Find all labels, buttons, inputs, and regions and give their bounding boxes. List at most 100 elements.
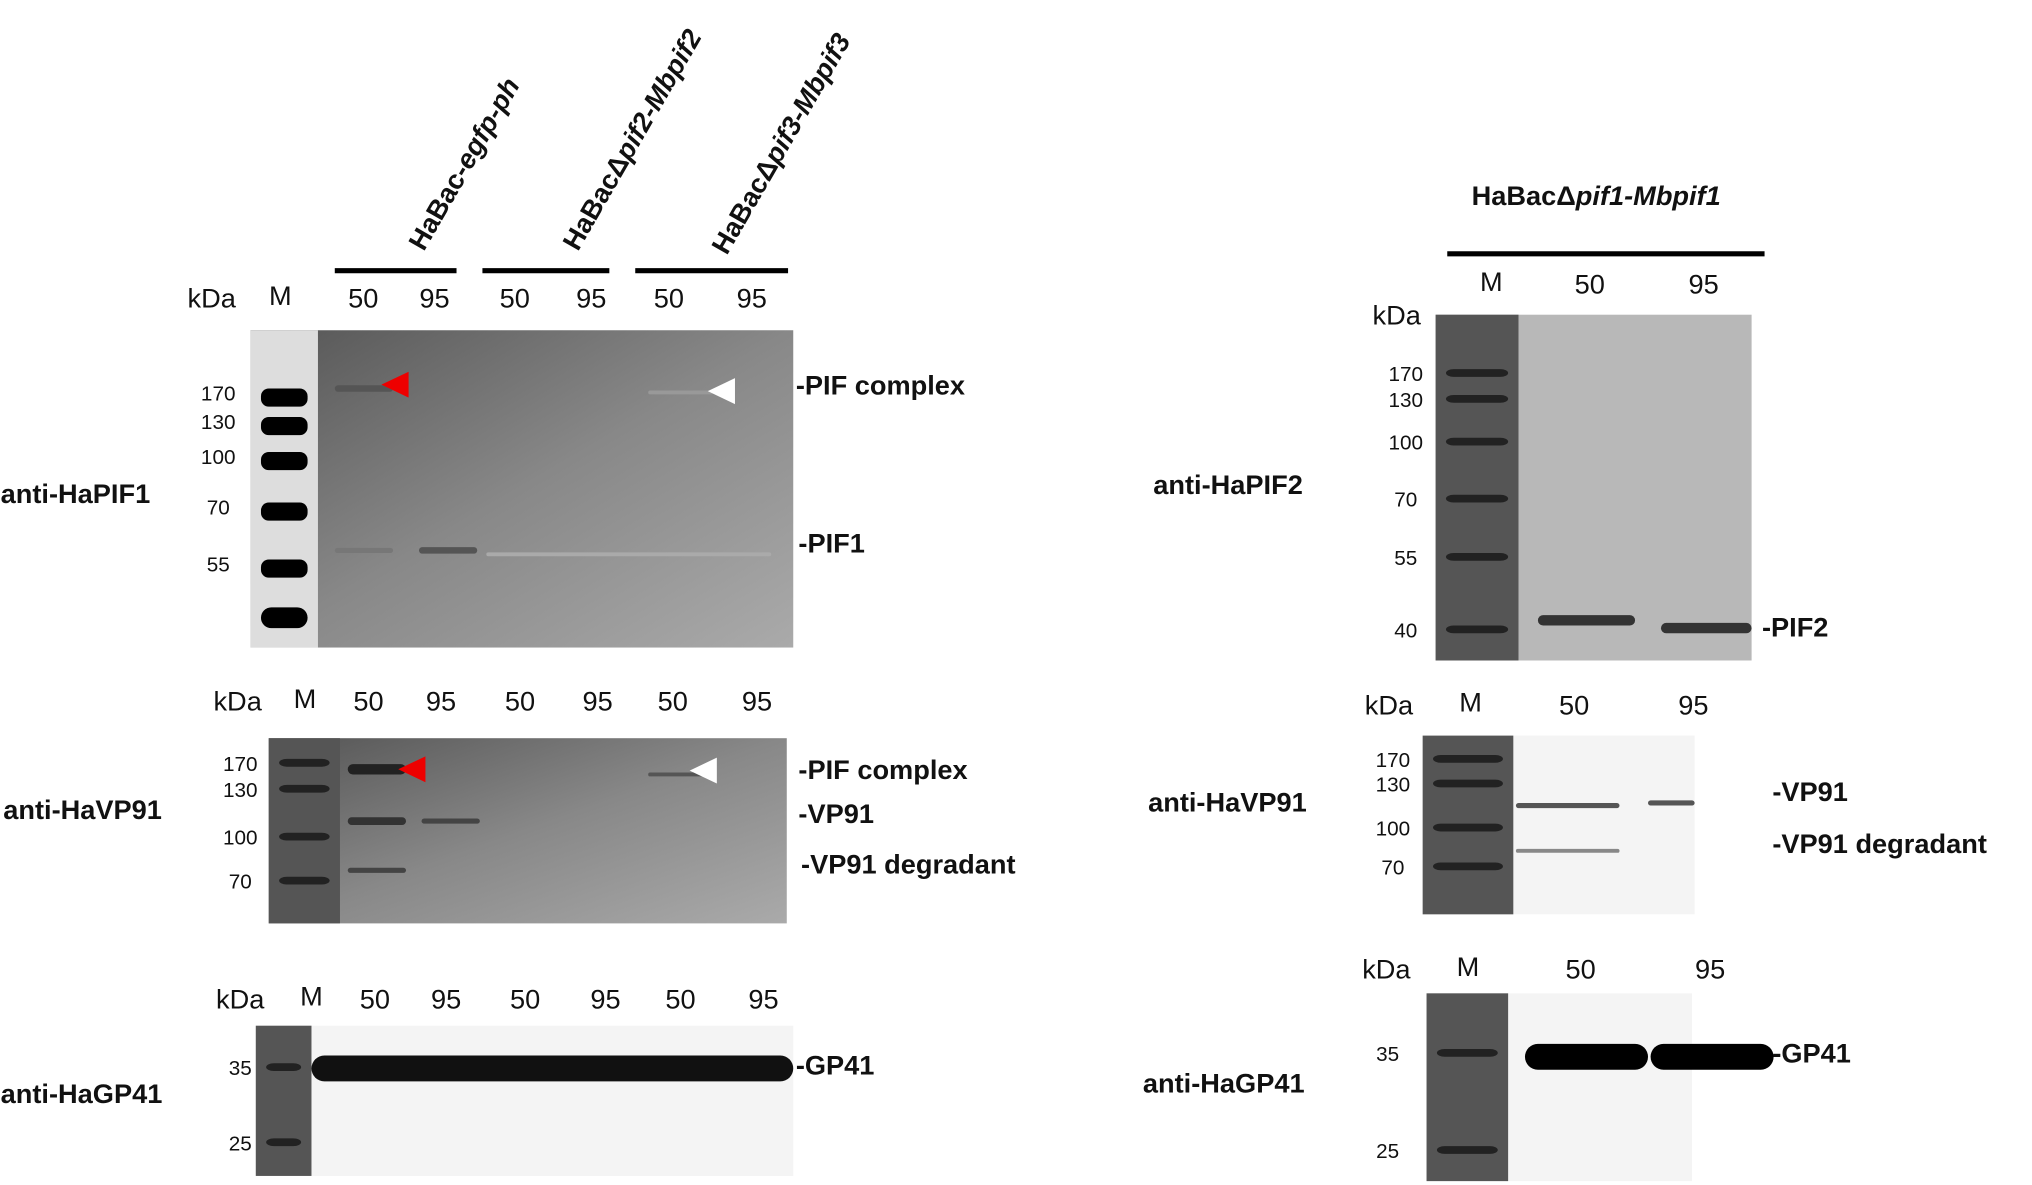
header-italic: egfp-ph: [449, 72, 526, 174]
band-label: -VP91: [798, 798, 874, 829]
band: [648, 772, 707, 777]
header-prefix: HaBacΔ: [1472, 180, 1576, 211]
mw-label: 55: [1394, 547, 1417, 570]
ladder-band: [1436, 1049, 1498, 1057]
mw-label: 25: [1376, 1140, 1399, 1163]
band-label: -PIF1: [798, 527, 864, 558]
ladder-band: [1445, 625, 1509, 634]
ladder-band: [1433, 779, 1503, 788]
kda-label: kDa: [188, 283, 237, 314]
band-label: -PIF complex: [798, 754, 967, 785]
antibody-label: anti-HaGP41: [1143, 1067, 1305, 1098]
header-prefix: HaBacΔ: [556, 150, 635, 256]
lane-label: 50: [360, 983, 390, 1014]
ladder-band: [279, 832, 330, 841]
arrowhead: [398, 756, 426, 783]
mw-label: 130: [201, 411, 236, 434]
band: [334, 385, 394, 392]
ladder-band: [260, 607, 308, 629]
header-label: HaBac-egfp-ph: [402, 72, 526, 255]
header-prefix: HaBacΔ: [705, 153, 784, 259]
mw-label: 40: [1394, 619, 1417, 642]
mw-label: 70: [1394, 489, 1417, 512]
band: [418, 547, 478, 554]
antibody-label: anti-HaGP41: [1, 1078, 163, 1109]
mw-label: 170: [1376, 749, 1411, 772]
marker-label: M: [269, 280, 292, 311]
ladder-band: [266, 1063, 302, 1072]
marker-label: M: [1457, 951, 1480, 982]
ladder-band: [1433, 823, 1503, 832]
antibody-label: anti-HaPIF1: [1, 478, 151, 509]
lane-label: 50: [1559, 689, 1589, 720]
ladder-band: [1436, 1146, 1498, 1154]
ladder-band: [1433, 755, 1503, 763]
header-label: HaBacΔpif1-Mbpif1: [1472, 180, 1721, 211]
lane-label: 50: [1566, 953, 1596, 984]
band-label: -VP91 degradant: [801, 849, 1016, 880]
marker-lane: [250, 330, 318, 648]
band: [1515, 848, 1620, 853]
mw-label: 170: [201, 382, 236, 405]
lane-group-bars: [334, 251, 1765, 274]
lane-label: 95: [742, 685, 772, 716]
lane-label: 50: [1575, 268, 1605, 299]
header-prefix: HaBac-: [402, 159, 476, 256]
mw-label: 70: [207, 496, 230, 519]
band-label: -GP41: [796, 1049, 875, 1080]
lane-label: 95: [737, 283, 767, 314]
header-italic: pif3-Mbpif3: [757, 28, 857, 170]
lane-label: 50: [348, 283, 378, 314]
ladder-band: [1445, 369, 1509, 377]
lane-label: 50: [658, 685, 688, 716]
marker-lane: [255, 1025, 312, 1176]
ladder-band: [1445, 553, 1509, 561]
band-label: -VP91: [1772, 776, 1848, 807]
marker-label: M: [300, 981, 323, 1012]
lane-label: 95: [1689, 268, 1719, 299]
band: [486, 552, 772, 557]
antibody-label: anti-HaPIF2: [1153, 469, 1303, 500]
blot: [255, 1025, 794, 1176]
ladder-band: [266, 1138, 302, 1147]
lane-label: 50: [500, 283, 530, 314]
band: [347, 764, 407, 775]
band-label: -PIF complex: [796, 369, 965, 400]
mw-label: 170: [1389, 363, 1424, 386]
ladder-band: [1445, 437, 1509, 446]
marker-label: M: [1459, 687, 1482, 718]
ladder-band: [1433, 862, 1503, 871]
band: [347, 817, 407, 825]
ladder-band: [279, 758, 330, 767]
lane-label: 95: [1695, 953, 1725, 984]
lane-label: 50: [654, 283, 684, 314]
mw-label: 25: [229, 1132, 252, 1155]
band: [1524, 1043, 1648, 1070]
band: [421, 818, 480, 824]
mw-label: 55: [207, 553, 230, 576]
lane-label: 95: [419, 283, 449, 314]
mw-label: 35: [229, 1057, 252, 1080]
kda-label: kDa: [1373, 299, 1422, 330]
arrowhead: [707, 378, 735, 405]
ladder-band: [260, 559, 308, 578]
kda-label: kDa: [213, 685, 262, 716]
lane-label: 50: [510, 983, 540, 1014]
ladder-band: [1445, 395, 1509, 403]
kda-label: kDa: [1365, 689, 1414, 720]
arrowhead: [689, 757, 717, 784]
kda-label: kDa: [216, 983, 265, 1014]
band-label: -GP41: [1772, 1038, 1851, 1069]
lane-label: 95: [748, 983, 778, 1014]
header-italic: pif1-Mbpif1: [1575, 180, 1721, 211]
header-label: HaBacΔpif3-Mbpif3: [705, 28, 856, 259]
ladder-band: [279, 876, 330, 885]
ladder-band: [279, 784, 330, 793]
mw-label: 100: [223, 827, 258, 850]
band: [347, 867, 407, 873]
mw-label: 170: [223, 753, 258, 776]
mw-label: 130: [1389, 389, 1424, 412]
ladder-band: [260, 417, 308, 436]
band: [1648, 800, 1695, 806]
